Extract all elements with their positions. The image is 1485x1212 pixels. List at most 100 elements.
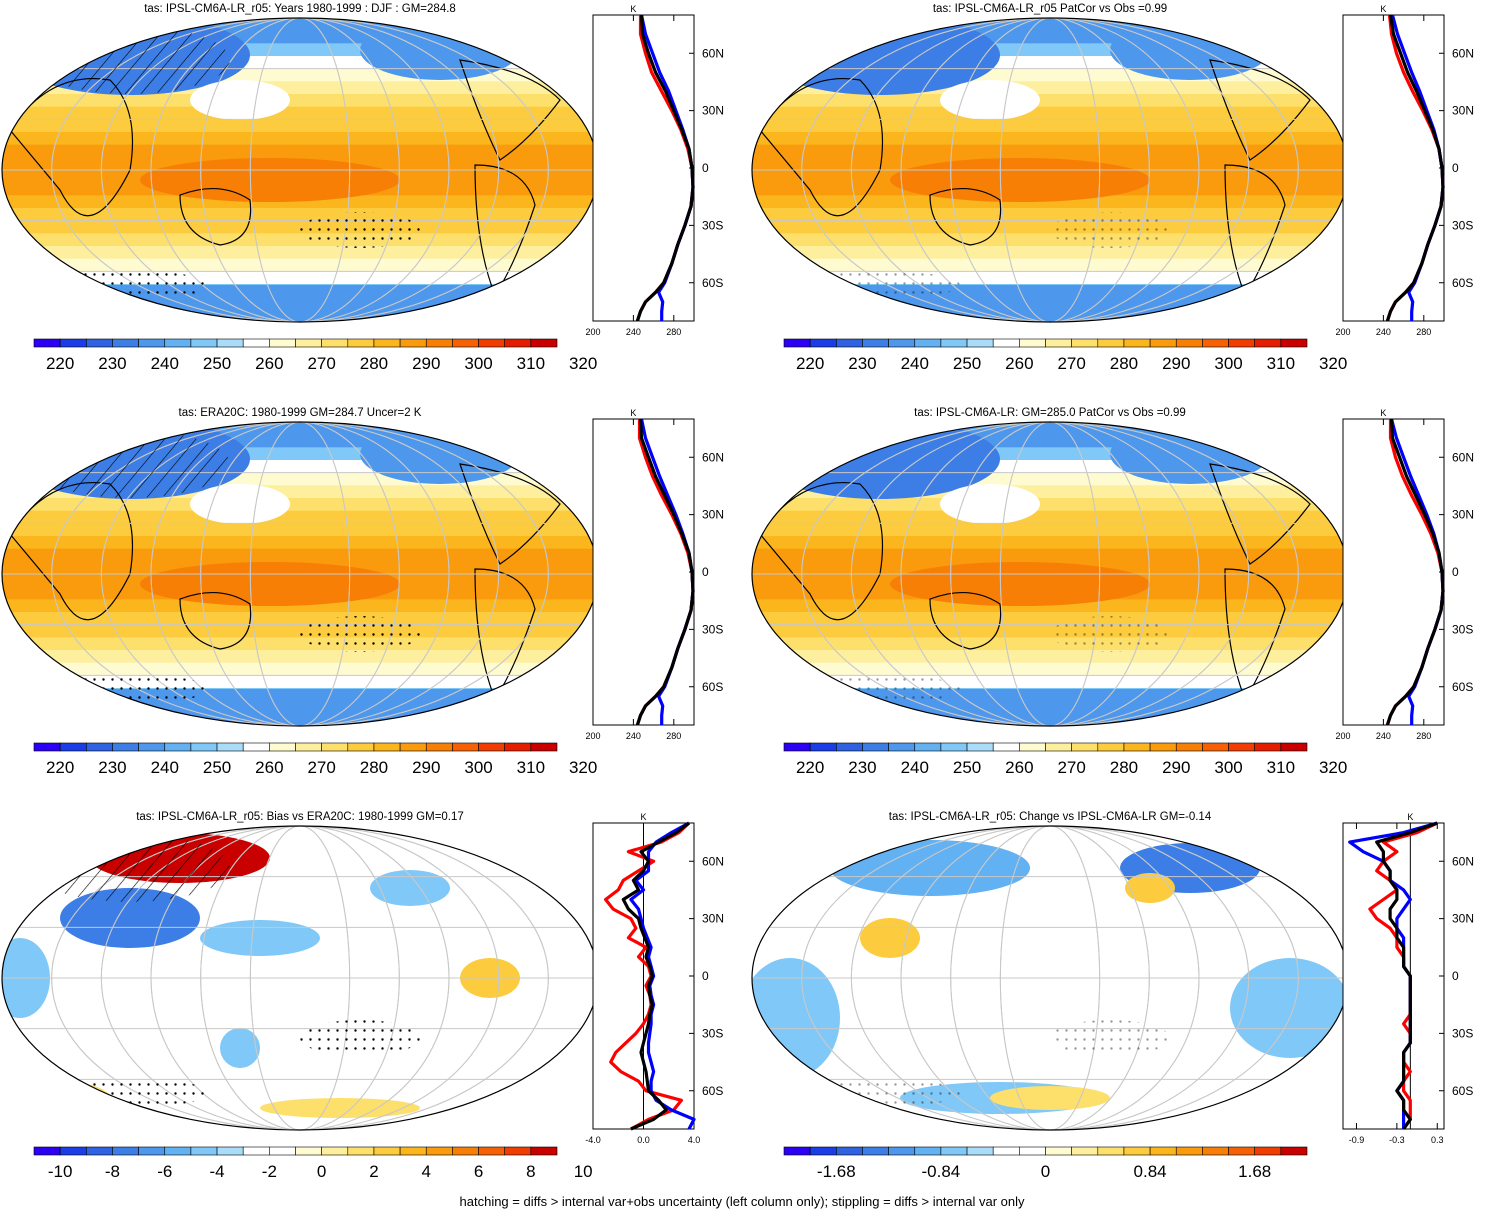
zonal-mean-panel: K 60N 30N 0 30S 60S 200 240 280 [1335,408,1474,741]
colorbar-label: 300 [464,758,492,777]
lat-tick-label: 60S [1452,276,1473,290]
zonal-mean-panel: K 60N 30N 0 30S 60S 200 240 280 [1335,4,1474,337]
colorbar-label: -4 [209,1162,224,1181]
colorbar-label: -0.84 [922,1162,961,1181]
colorbar: -10 -8 -6 -4 -2 0 2 4 6 8 10 [33,1146,593,1181]
x-tick-label: -0.9 [1349,1135,1365,1145]
colorbar-label: 230 [98,354,126,373]
lat-tick-label: 60S [1452,1084,1473,1098]
unit-label: K [1380,408,1386,418]
map-field [752,422,1348,726]
colorbar-label: 8 [526,1162,535,1181]
colorbar-label: 250 [953,758,981,777]
zonal-mean-panel: K 60N 30N 0 30S 60S -4.0 0.0 4.0 [585,812,724,1145]
colorbar: 220 230 240 250 260 270 280 290 300 310 320 [783,742,1347,777]
colorbar: 220 230 240 250 260 270 280 290 300 310 320 [783,338,1347,373]
colorbar-label: 6 [474,1162,483,1181]
colorbar-label: 300 [1214,354,1242,373]
unit-label: K [1380,4,1386,14]
colorbar-label: 260 [255,354,283,373]
zonal-mean-line-black [1385,14,1445,322]
x-tick-label: 200 [1335,327,1350,337]
panel-4: tas: IPSL-CM6A-LR: GM=285.0 PatCor vs Ob… [751,407,1474,777]
x-tick-label: 280 [666,327,681,337]
lat-tick-label: 60N [1452,854,1474,868]
lat-tick-label: 60N [702,450,724,464]
zonal-mean-panel: K 60N 30N 0 30S 60S 200 240 280 [585,408,724,741]
panel-title: tas: IPSL-CM6A-LR: GM=285.0 PatCor vs Ob… [914,407,1186,419]
colorbar-label: 320 [569,758,597,777]
colorbar-label: 260 [1005,758,1033,777]
panel-2: tas: IPSL-CM6A-LR_r05 PatCor vs Obs =0.9… [751,3,1474,373]
x-tick-label: 200 [585,731,600,741]
lat-tick-label: 60S [1452,680,1473,694]
colorbar-label: 280 [360,354,388,373]
colorbar-label: 230 [848,758,876,777]
colorbar: 220 230 240 250 260 270 280 290 300 310 320 [33,742,597,777]
x-tick-label: 240 [1376,731,1391,741]
map-field [752,826,1348,1130]
colorbar-label: 1.68 [1238,1162,1271,1181]
lat-tick-label: 60S [702,276,723,290]
x-tick-label: 200 [1335,731,1350,741]
colorbar-label: 310 [1267,354,1295,373]
colorbar-label: 240 [151,758,179,777]
lat-tick-label: 0 [1452,161,1459,175]
colorbar-label: 320 [1319,758,1347,777]
colorbar-label: -8 [105,1162,120,1181]
panel-title: tas: IPSL-CM6A-LR_r05: Change vs IPSL-CM… [889,811,1212,823]
x-tick-label: 240 [626,731,641,741]
colorbar-label: 280 [360,758,388,777]
colorbar-label: 290 [412,354,440,373]
colorbar-label: 280 [1110,354,1138,373]
colorbar-label: -6 [157,1162,172,1181]
colorbar-label: 250 [203,354,231,373]
colorbar-label: 4 [422,1162,431,1181]
colorbar-label: 220 [46,354,74,373]
colorbar-label: 220 [796,354,824,373]
colorbar-label: 240 [901,354,929,373]
colorbar-label: 250 [203,758,231,777]
unit-label: K [1407,812,1413,822]
colorbar-label: 310 [1267,758,1295,777]
colorbar-label: 290 [1162,758,1190,777]
colorbar-label: 310 [517,758,545,777]
zonal-mean-line-black [1375,821,1438,1130]
zonal-mean-panel: K 60N 30N 0 30S 60S 200 240 280 [585,4,724,337]
colorbar-label: 320 [569,354,597,373]
lat-tick-label: 30S [1452,218,1473,232]
x-tick-label: -4.0 [585,1135,601,1145]
panel-title: tas: IPSL-CM6A-LR_r05: Years 1980-1999 :… [144,3,456,15]
x-tick-label: 240 [626,327,641,337]
lat-tick-label: 0 [702,565,709,579]
colorbar: 220 230 240 250 260 270 280 290 300 310 320 [33,338,597,373]
panel-title: tas: IPSL-CM6A-LR_r05 PatCor vs Obs =0.9… [933,3,1167,15]
colorbar-label: 250 [953,354,981,373]
unit-label: K [630,4,636,14]
unit-label: K [630,408,636,418]
lat-tick-label: 30N [702,508,724,522]
colorbar-label: 240 [901,758,929,777]
colorbar-label: 230 [848,354,876,373]
colorbar-label: -2 [262,1162,277,1181]
colorbar-label: 240 [151,354,179,373]
x-tick-label: 280 [1416,327,1431,337]
colorbar-label: 270 [1057,354,1085,373]
lat-tick-label: 30S [702,622,723,636]
lat-tick-label: 30S [702,1026,723,1040]
colorbar-label: 320 [1319,354,1347,373]
lat-tick-label: 30N [1452,912,1474,926]
lat-tick-label: 60N [702,46,724,60]
map-field [2,826,598,1130]
colorbar-label: 260 [1005,354,1033,373]
panel-6: tas: IPSL-CM6A-LR_r05: Change vs IPSL-CM… [751,811,1474,1181]
footer-note: hatching = diffs > internal var+obs unce… [460,1194,1025,1209]
lat-tick-label: 30N [702,104,724,118]
colorbar-label: 270 [1057,758,1085,777]
panel-3: tas: ERA20C: 1980-1999 GM=284.7 Uncer=2 … [1,407,724,777]
colorbar-label: -1.68 [817,1162,856,1181]
panel-5: tas: IPSL-CM6A-LR_r05: Bias vs ERA20C: 1… [1,811,724,1181]
lat-tick-label: 30N [702,912,724,926]
unit-label: K [640,812,646,822]
